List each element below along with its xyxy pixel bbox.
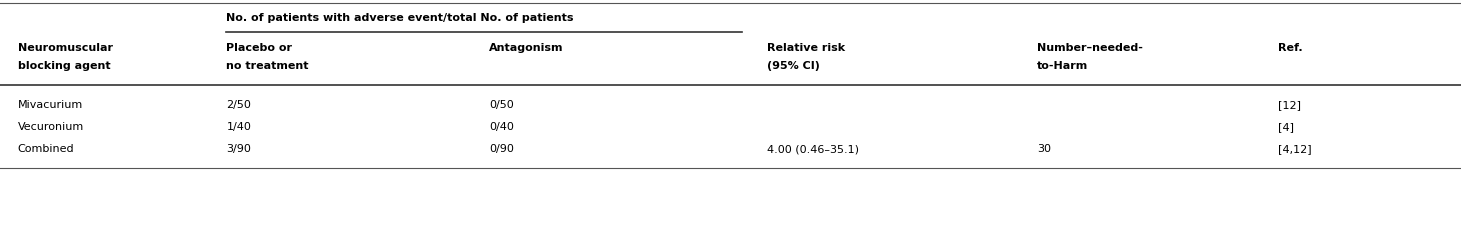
Text: Placebo or: Placebo or [226, 43, 292, 53]
Text: 0/90: 0/90 [489, 144, 514, 154]
Text: 3/90: 3/90 [226, 144, 251, 154]
Text: [4,12]: [4,12] [1278, 144, 1312, 154]
Text: blocking agent: blocking agent [18, 61, 110, 71]
Text: Vecuronium: Vecuronium [18, 122, 83, 132]
Text: Relative risk: Relative risk [767, 43, 844, 53]
Text: Antagonism: Antagonism [489, 43, 564, 53]
Text: Mivacurium: Mivacurium [18, 100, 83, 110]
Text: [12]: [12] [1278, 100, 1302, 110]
Text: 1/40: 1/40 [226, 122, 251, 132]
Text: Ref.: Ref. [1278, 43, 1303, 53]
Text: Neuromuscular: Neuromuscular [18, 43, 112, 53]
Text: 2/50: 2/50 [226, 100, 251, 110]
Text: [4]: [4] [1278, 122, 1294, 132]
Text: to-Harm: to-Harm [1037, 61, 1088, 71]
Text: No. of patients with adverse event/total No. of patients: No. of patients with adverse event/total… [226, 13, 574, 23]
Text: (95% CI): (95% CI) [767, 61, 820, 71]
Text: 0/50: 0/50 [489, 100, 514, 110]
Text: Number–needed-: Number–needed- [1037, 43, 1143, 53]
Text: 0/40: 0/40 [489, 122, 514, 132]
Text: no treatment: no treatment [226, 61, 308, 71]
Text: 30: 30 [1037, 144, 1052, 154]
Text: 4.00 (0.46–35.1): 4.00 (0.46–35.1) [767, 144, 859, 154]
Text: Combined: Combined [18, 144, 75, 154]
